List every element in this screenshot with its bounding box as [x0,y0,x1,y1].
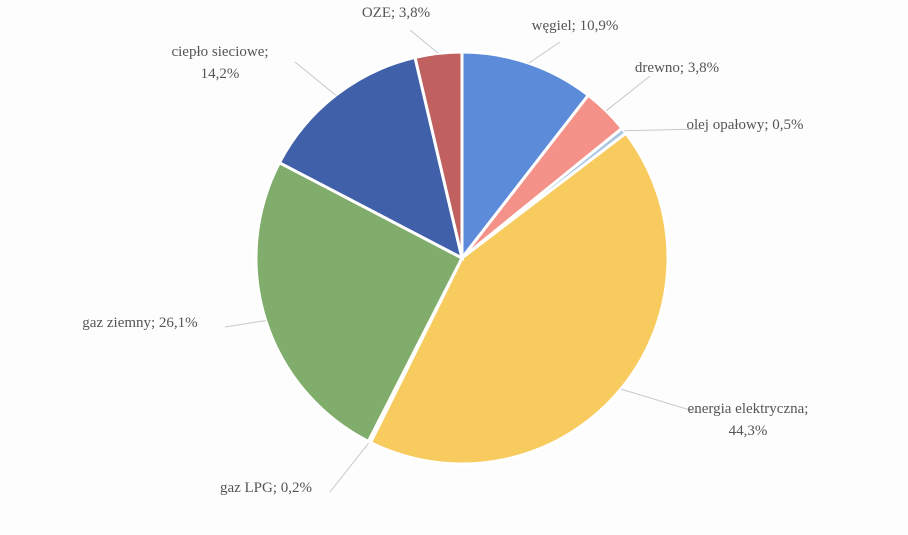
data-label: drewno; 3,8% [635,60,719,76]
label-line: węgiel; 10,9% [532,18,619,34]
leader-line [620,388,701,414]
data-label: energia elektryczna; 44,3% [688,401,809,439]
leader-line [294,61,337,96]
label-line: 44,3% [729,423,768,439]
data-label: węgiel; 10,9% [532,18,619,34]
data-label: ciepło sieciowe; 14,2% [171,44,268,82]
label-line: OZE; 3,8% [362,5,430,21]
data-label: gaz LPG; 0,2% [220,480,312,496]
pie-slice [368,131,670,466]
label-line: ciepło sieciowe; [171,44,268,60]
data-label: gaz ziemny; 26,1% [82,315,197,331]
pie-slice [413,50,464,259]
leader-line [329,441,370,493]
label-line: 14,2% [201,66,240,82]
data-label: olej opałowy; 0,5% [686,117,803,133]
label-line: olej opałowy; 0,5% [686,117,803,133]
pie-slice [277,55,465,261]
leader-line [409,29,439,54]
leader-line [605,75,651,112]
leader-line [623,128,701,132]
label-line: gaz LPG; 0,2% [220,480,312,496]
leader-line [528,41,561,64]
data-label: OZE; 3,8% [362,5,430,21]
label-line: gaz ziemny; 26,1% [82,315,197,331]
label-line: drewno; 3,8% [635,60,719,76]
leader-line [224,320,266,328]
label-line: energia elektryczna; [688,401,809,417]
